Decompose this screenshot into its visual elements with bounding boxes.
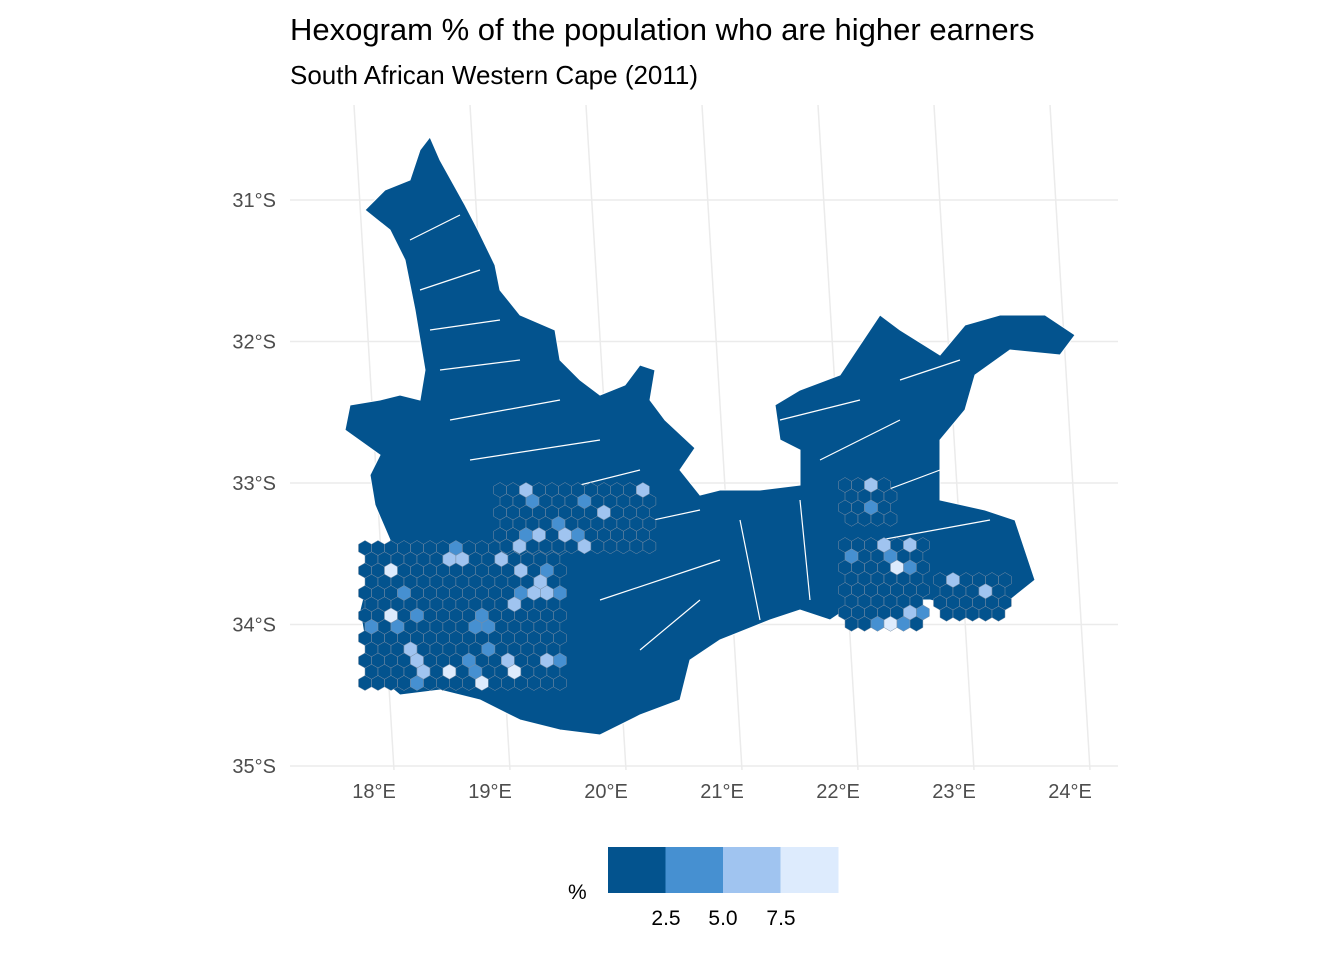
- x-tick-label: 18°E: [352, 781, 396, 803]
- x-tick-label: 22°E: [816, 781, 860, 803]
- hex-cell: [553, 675, 567, 691]
- lon-gridline: [933, 104, 975, 771]
- x-tick-label: 21°E: [700, 781, 744, 803]
- legend-label: 2.5: [651, 907, 680, 930]
- y-tick-labels: 31°S 32°S 33°S 34°S 35°S: [232, 190, 276, 778]
- lon-gridline: [1049, 104, 1091, 771]
- x-tick-label: 20°E: [584, 781, 628, 803]
- x-tick-label: 19°E: [468, 781, 512, 803]
- hex-cell: [909, 616, 924, 632]
- y-tick-label: 31°S: [232, 190, 276, 212]
- legend-colorbar: [608, 847, 839, 893]
- x-tick-label: 24°E: [1048, 781, 1092, 803]
- chart-subtitle: South African Western Cape (2011): [290, 60, 699, 90]
- y-tick-label: 32°S: [232, 332, 276, 354]
- legend-swatch: [608, 847, 666, 893]
- hex-cell: [991, 606, 1006, 622]
- hex-cell: [883, 511, 898, 527]
- chart-title: Hexogram % of the population who are hig…: [290, 12, 1035, 47]
- y-tick-label: 35°S: [232, 756, 276, 778]
- lon-gridline: [701, 104, 743, 771]
- legend-swatch: [665, 847, 724, 893]
- legend-title: %: [568, 881, 587, 904]
- hexagon-cells: [358, 477, 1012, 691]
- x-tick-label: 23°E: [932, 781, 976, 803]
- x-tick-labels: 18°E 19°E 20°E 21°E 22°E 23°E 24°E: [352, 781, 1092, 803]
- legend-swatch: [723, 847, 781, 893]
- y-tick-label: 33°S: [232, 473, 276, 495]
- legend-label: 5.0: [708, 907, 737, 930]
- y-tick-label: 34°S: [232, 615, 276, 637]
- hex-cell: [642, 538, 657, 555]
- legend-label: 7.5: [766, 907, 795, 930]
- legend: % 2.5 5.0 7.5: [568, 847, 839, 930]
- legend-swatch: [780, 847, 839, 893]
